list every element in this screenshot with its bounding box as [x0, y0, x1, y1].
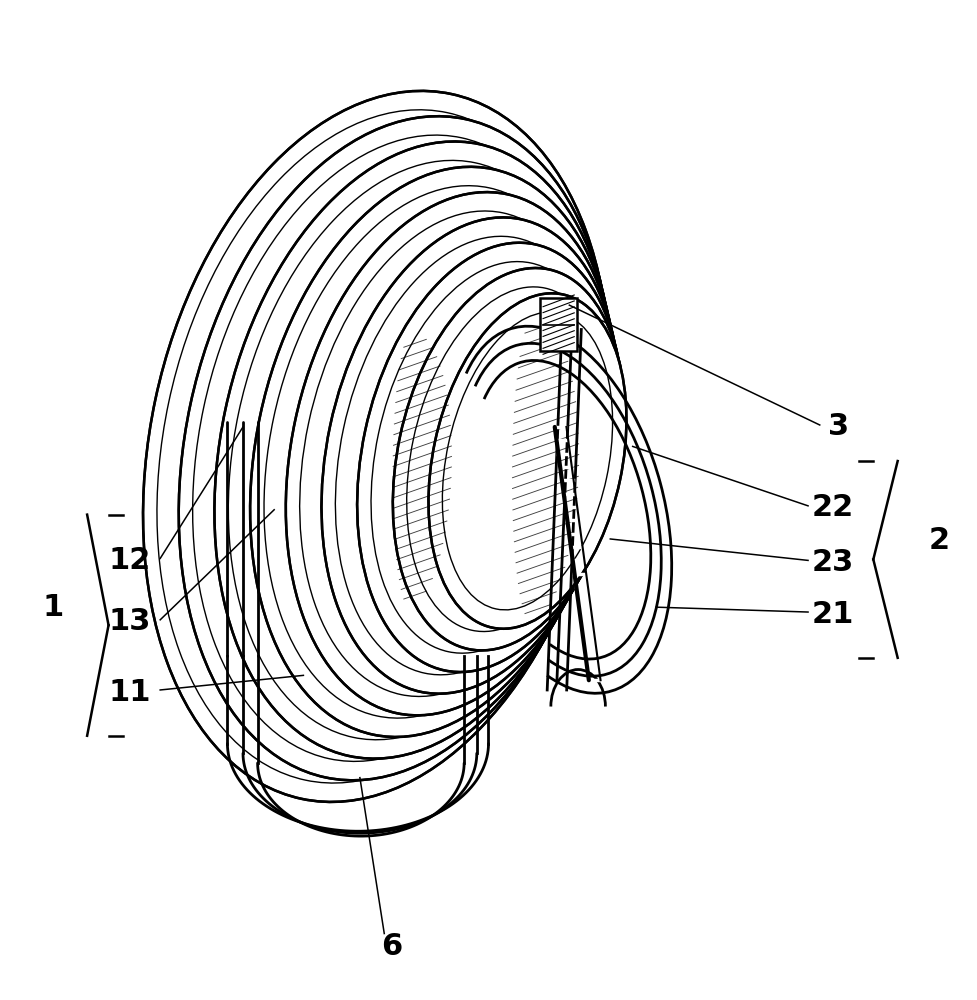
Text: 23: 23	[812, 548, 854, 577]
Ellipse shape	[250, 167, 616, 737]
Ellipse shape	[179, 116, 612, 780]
Text: 22: 22	[812, 493, 854, 522]
Text: 21: 21	[812, 600, 854, 629]
Bar	[540, 298, 577, 351]
Ellipse shape	[429, 293, 626, 629]
Ellipse shape	[358, 243, 622, 672]
Ellipse shape	[321, 217, 620, 694]
Text: 1: 1	[42, 593, 64, 622]
Text: 12: 12	[108, 546, 150, 575]
Text: 3: 3	[828, 412, 849, 441]
Text: 13: 13	[108, 607, 150, 636]
Ellipse shape	[214, 142, 614, 759]
Text: 11: 11	[108, 678, 151, 707]
Text: 2: 2	[929, 526, 950, 555]
Text: 6: 6	[381, 932, 403, 961]
Ellipse shape	[286, 192, 618, 715]
Ellipse shape	[143, 91, 610, 802]
Ellipse shape	[393, 268, 624, 650]
